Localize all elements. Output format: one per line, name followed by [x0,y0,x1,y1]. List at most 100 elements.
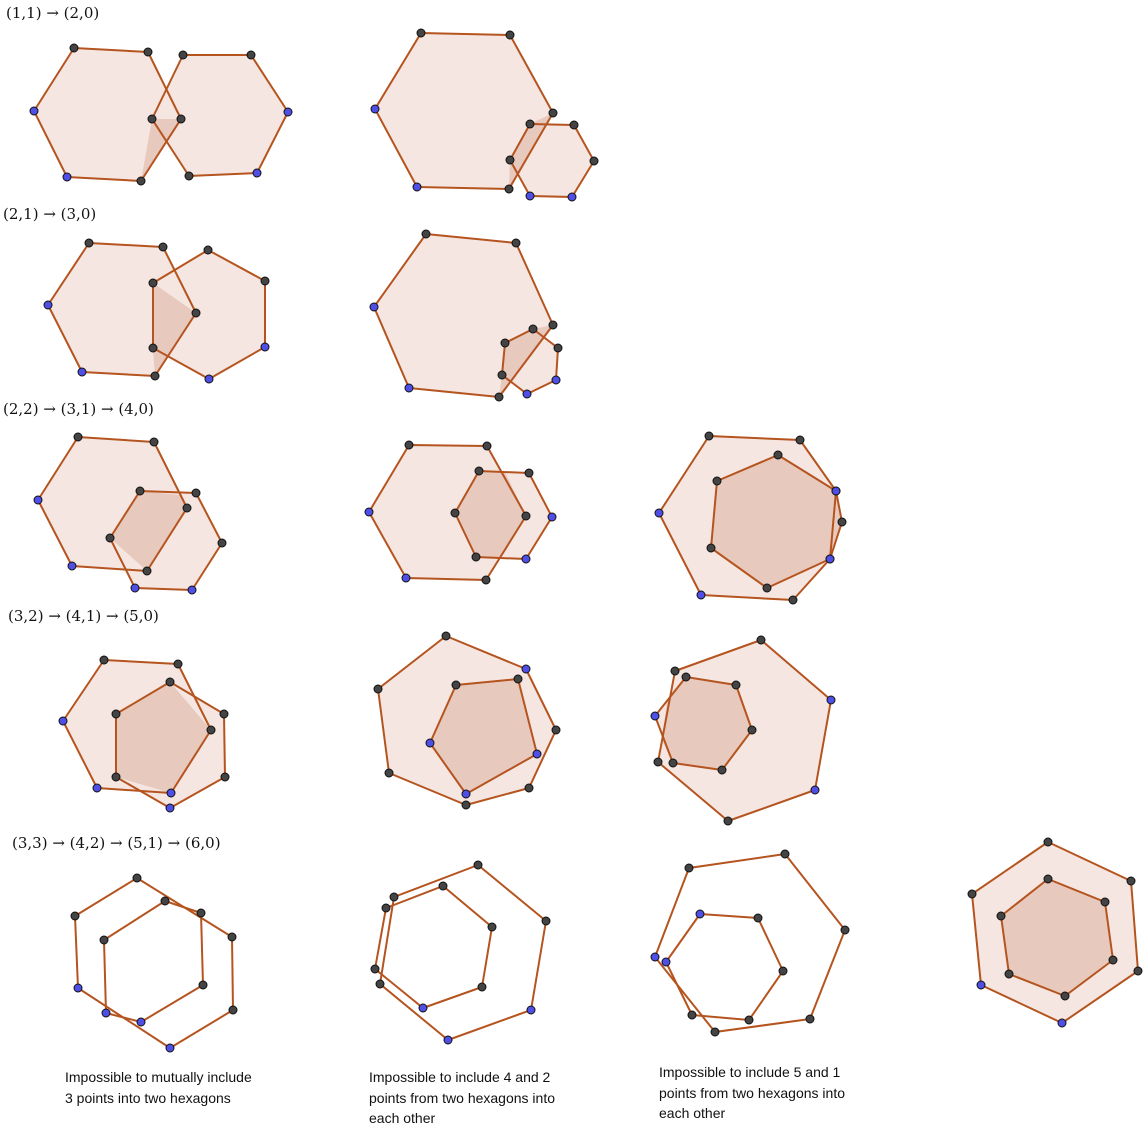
config-3-3-d-vertex-inner [1043,837,1053,847]
config-2-1-a-vertex-inner [150,371,160,381]
config-3-3-a-vertex-inner [132,873,142,883]
config-3-2-b-vertex-outer [532,749,542,759]
config-2-2-a-vertex-outer [130,583,140,593]
config-2-1-b-vertex-inner [500,338,510,348]
config-3-3-c-vertex-inner [840,925,850,935]
config-3-2-b-vertex-inner [451,680,461,690]
config-3-3-b-vertex-inner [389,892,399,902]
config-1-1-b-vertex-outer [412,182,422,192]
caption-line: Impossible to mutually include [65,1069,252,1085]
config-3-2-c-vertex-inner [723,816,733,826]
config-3-2-b-vertex-outer [425,738,435,748]
config-2-2-c-polygon-1 [658,435,837,601]
config-3-2-b-vertex-inner [524,783,534,793]
config-2-1-a-vertex-outer [43,300,53,310]
config-1-1-a-vertex-outer [62,172,72,182]
config-1-1-b-vertex-inner [505,155,515,165]
caption-line: each other [369,1110,436,1126]
config-2-2-b-overlap-region [455,471,526,558]
config-2-2-b-vertex-inner [450,508,460,518]
config-3-2-a-vertex-inner [173,659,183,669]
config-3-3-c-vertex-inner [805,1014,815,1024]
config-1-1-b-vertex-inner [569,120,579,130]
config-3-2-b-vertex-inner [373,684,383,694]
config-3-2-c-vertex-inner [756,635,766,645]
config-3-2-a-vertex-outer [92,783,102,793]
config-3-3-b-vertex-inner [473,860,483,870]
config-3-2-b-polygon-1 [377,635,557,806]
config-2-1-a-vertex-inner [158,242,168,252]
config-1-1-b-vertex-inner [589,156,599,166]
caption-line: each other [659,1105,726,1121]
config-3-2-a-vertex-inner [99,655,109,665]
config-3-3-a-vertex-inner [196,908,206,918]
config-3-2-a-vertex-inner [165,677,175,687]
config-3-3-b-vertex-inner [541,916,551,926]
config-3-3-d-overlap-region [1001,879,1113,996]
config-2-2-b-vertex-inner [524,468,534,478]
config-3-2-a-vertex-inner [111,709,121,719]
config-2-2-c-overlap-region [711,455,842,588]
config-3-3-a-vertex-inner [160,896,170,906]
config-2-2-c-vertex-inner [762,583,772,593]
config-1-1-a-vertex-inner [147,114,157,124]
config-3-2-a-vertex-outer [166,788,176,798]
config-2-2-b-vertex-inner [404,440,414,450]
config-2-1-b-vertex-outer [404,383,414,393]
row-label-2: (2,1) → (3,0) [3,205,97,223]
config-3-3-b-vertex-outer [443,1035,453,1045]
config-1-1-a-vertex-outer [283,107,293,117]
config-2-2-c-polygon-2 [710,454,843,589]
config-3-3-b-vertex-inner [438,881,448,891]
config-3-3-c-vertex-outer [650,952,660,962]
config-1-1-a-vertex-inner [136,176,146,186]
config-3-2-c-vertex-inner [668,758,678,768]
config-3-3-d-vertex-outer [976,980,986,990]
config-2-1-a-vertex-inner [84,238,94,248]
config-3-2-a-vertex-outer [165,803,175,813]
config-3-3-d-vertex-inner [967,889,977,899]
config-3-3-c-polygon-1 [654,853,846,1033]
config-3-3-c-vertex-inner [780,849,790,859]
config-2-1-b-vertex-inner [553,343,563,353]
config-3-2-b-vertex-outer [521,664,531,674]
config-2-1-b-vertex-inner [497,370,507,380]
config-1-1-a-vertex-inner [69,43,79,53]
config-2-2-a-vertex-inner [73,432,83,442]
config-3-2-a-vertex-inner [111,772,121,782]
config-2-2-c-vertex-inner [788,595,798,605]
config-1-1-b-vertex-inner [504,184,514,194]
config-3-2-c-vertex-outer [650,711,660,721]
config-1-1-a-vertex-inner [176,114,186,124]
config-2-2-a-vertex-inner [142,566,152,576]
config-3-3-c-polygon-2 [665,913,784,1021]
config-3-3-b-vertex-outer [418,1003,428,1013]
config-3-3-a-polygon-1 [74,877,234,1049]
config-2-2-b-vertex-inner [471,552,481,562]
config-3-2-a-vertex-outer [58,716,68,726]
config-2-2-b-vertex-outer [521,554,531,564]
config-3-3-a-vertex-inner [227,932,237,942]
config-2-2-a-vertex-inner [191,488,201,498]
config-2-2-c-vertex-inner [773,450,783,460]
config-2-2-a-vertex-inner [135,486,145,496]
config-2-2-c-vertex-outer [831,486,841,496]
config-3-3-b-vertex-inner [375,979,385,989]
config-3-3-a-vertex-inner [198,980,208,990]
config-3-2-c-vertex-inner [681,672,691,682]
config-2-1-b-vertex-inner [494,392,504,402]
caption-line: points from two hexagons into [659,1084,845,1101]
config-3-3-c-vertex-inner [710,1027,720,1037]
config-3-3-c-vertex-inner [753,913,763,923]
config-2-2-b-vertex-inner [521,511,531,521]
config-1-1-b-vertex-inner [505,30,515,40]
config-2-2-c-vertex-inner [837,517,847,527]
config-3-3-b-vertex-inner [381,903,391,913]
row-label-1: (1,1) → (2,0) [6,4,100,22]
config-3-3-a-vertex-inner [70,911,80,921]
row-label-3: (2,2) → (3,1) → (4,0) [3,400,154,418]
config-3-3-d-vertex-outer [1057,1018,1067,1028]
config-3-2-c-vertex-inner [731,680,741,690]
config-3-2-c-vertex-inner [747,725,757,735]
config-3-2-c-vertex-inner [653,757,663,767]
